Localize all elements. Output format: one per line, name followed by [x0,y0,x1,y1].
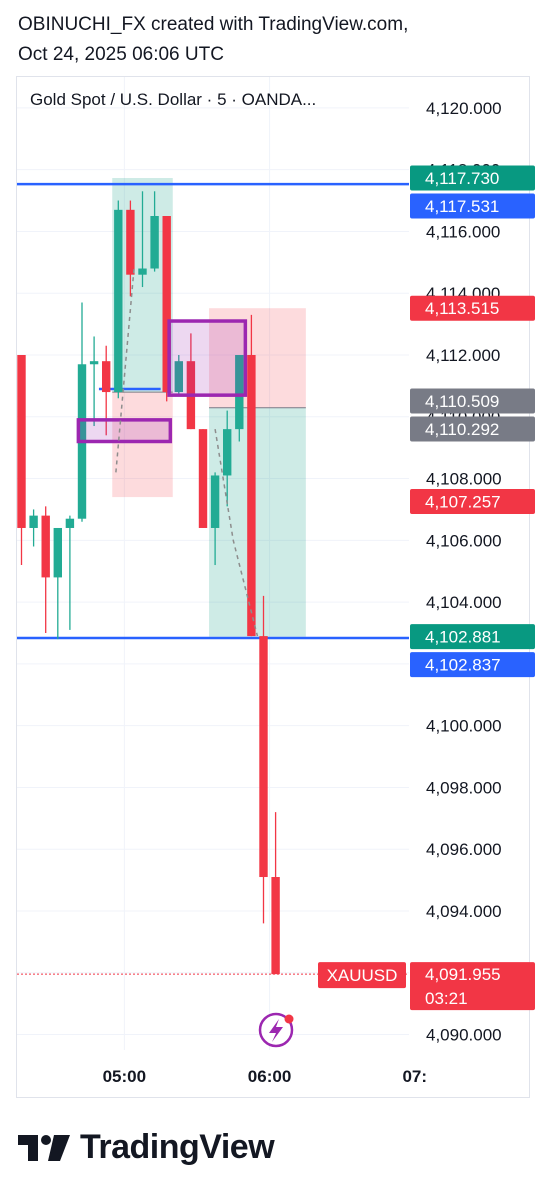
price-tag [410,652,535,678]
last-price-label: 4,091.955 [425,965,501,984]
x-axis-tick-label: 05:00 [103,1067,146,1086]
candle-body-down [259,636,268,878]
price-tag-label: 4,117.730 [425,169,499,188]
candle-body-up [174,361,183,393]
y-axis-tick-label: 4,112.000 [426,346,500,365]
price-tag [410,193,535,219]
price-tag-label: 4,102.837 [425,656,501,675]
x-axis-tick-label: 07: [402,1067,427,1086]
lightning-icon-bolt [269,1019,283,1042]
tradingview-logo-icon [18,1134,70,1161]
candle-body-down [126,209,135,275]
candle-body-up [138,268,147,275]
candle-body-up [114,209,123,393]
projection-path [214,429,259,637]
y-axis-tick-label: 4,100.000 [426,717,502,736]
price-tag [410,416,535,442]
y-axis-tick-label: 4,094.000 [426,902,502,921]
y-axis-tick-label: 4,116.000 [426,222,500,241]
chart-timestamp: Oct 24, 2025 06:06 UTC [18,44,224,65]
candle-body-up [235,355,244,430]
price-tag [410,295,535,321]
price-tag-label: 4,117.531 [425,197,499,216]
candle-body-down [198,429,208,528]
y-axis-tick-label: 4,096.000 [426,840,502,859]
candle-body-down [41,515,50,578]
position-stop-zone [112,392,173,498]
y-axis-tick-label: 4,108.000 [426,470,502,489]
candle-body-up [65,518,75,528]
candle-body-down [17,355,26,528]
symbol-tag [318,962,406,989]
candle-body-down [247,355,256,637]
chart-frame [16,76,530,1098]
last-price-tag [410,962,535,1011]
candle-body-up [150,216,159,269]
price-tag [410,165,535,191]
notification-dot [284,1014,294,1024]
order-block-box [167,319,248,397]
price-tag-label: 4,102.881 [425,628,501,647]
chart-attribution: OBINUCHI_FX created with TradingView.com… [18,14,409,35]
candle-body-up [89,361,99,365]
candle-body-up [223,429,232,476]
price-tag [410,388,535,414]
price-tag-label: 4,113.515 [425,299,499,318]
candle-body-up [210,475,220,528]
symbol-tag-label: XAUUSD [327,966,398,985]
candle-body-down [102,361,111,393]
candle-body-up [53,527,62,578]
bar-countdown-label: 03:21 [425,989,468,1008]
price-tag-label: 4,107.257 [425,493,501,512]
lightning-icon[interactable] [258,1012,294,1048]
price-tag-label: 4,110.509 [425,392,499,411]
tradingview-logo[interactable]: TradingView [18,1128,275,1167]
candle-body-up [29,515,38,528]
price-tag [410,489,535,515]
y-axis-tick-label: 4,106.000 [426,531,502,550]
position-stop-zone [209,308,306,408]
x-axis-tick-label: 06:00 [248,1067,291,1086]
order-block-box [76,418,173,444]
y-axis-tick-label: 4,090.000 [426,1026,502,1045]
price-tag [410,624,535,650]
symbol-label: Gold Spot / U.S. Dollar · 5 · OANDA... [30,90,317,109]
candle-body-down [271,877,280,975]
y-axis-tick-label: 4,120.000 [426,99,502,118]
projection-path [115,268,135,473]
y-axis-tick-label: 4,098.000 [426,778,502,797]
tradingview-logo-text: TradingView [80,1128,275,1166]
candle-body-down [162,216,171,393]
price-tag-label: 4,110.292 [425,420,499,439]
y-axis-tick-label: 4,104.000 [426,593,502,612]
